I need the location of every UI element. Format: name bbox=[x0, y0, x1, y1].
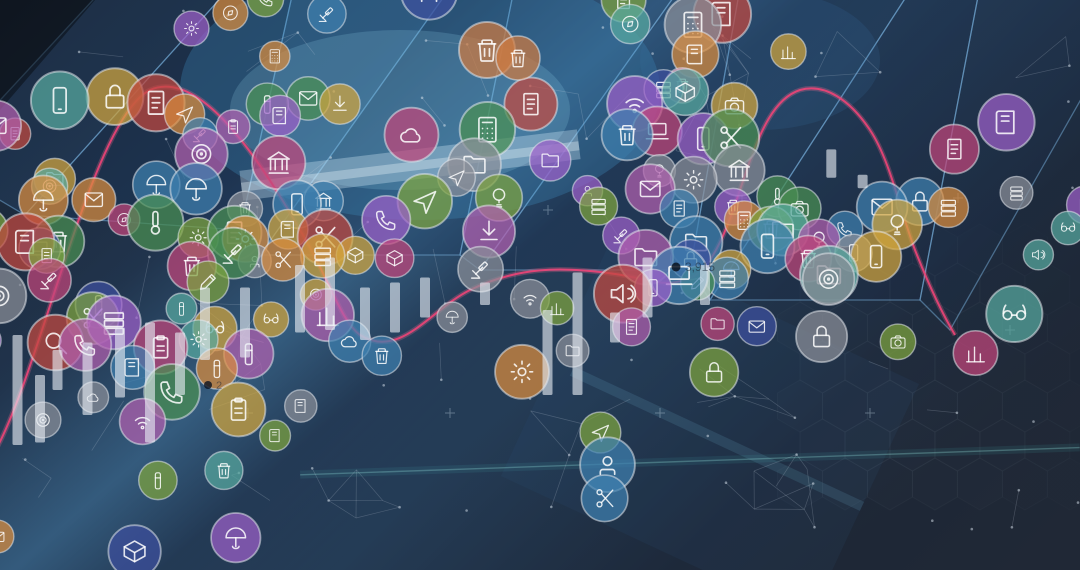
svg-text:2: 2 bbox=[216, 380, 222, 392]
svg-text:3,915: 3,915 bbox=[685, 260, 715, 274]
